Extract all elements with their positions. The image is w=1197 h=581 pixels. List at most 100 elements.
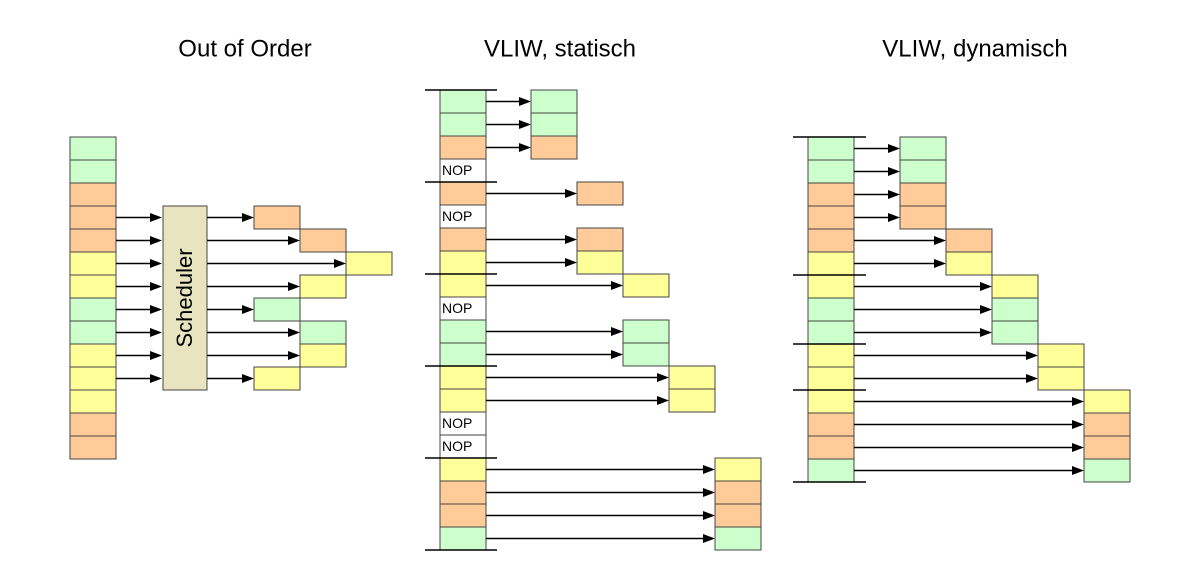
scheduler-box (162, 205, 208, 391)
instruction-cell (807, 366, 855, 391)
arrow-head (334, 259, 346, 268)
instruction-cell (439, 112, 487, 137)
arrow-head (888, 213, 900, 222)
arrow-head (150, 374, 162, 383)
instruction-cell (807, 320, 855, 345)
instruction-cell (69, 251, 117, 276)
instruction-cell (807, 343, 855, 368)
scheduler-label: Scheduler (172, 248, 197, 347)
instruction-cell (69, 297, 117, 322)
instruction-cell (299, 228, 347, 253)
arrow-head (980, 282, 992, 291)
instruction-cell (439, 365, 487, 390)
nop-label: NOP (442, 415, 472, 431)
instruction-cell (899, 182, 947, 207)
instruction-cell (714, 526, 762, 551)
instruction-cell (439, 480, 487, 505)
instruction-cell (899, 136, 947, 161)
arrow-head (565, 189, 577, 198)
arrow-head (1072, 443, 1084, 452)
arrow-head (980, 328, 992, 337)
instruction-cell (622, 319, 670, 344)
arrow-head (703, 511, 715, 520)
instruction-cell (576, 181, 624, 206)
instruction-cell (576, 227, 624, 252)
arrow-head (611, 281, 623, 290)
arrow-head (888, 167, 900, 176)
instruction-cell (69, 389, 117, 414)
arrow-head (288, 351, 300, 360)
instruction-cell (439, 273, 487, 298)
arrow-head (150, 351, 162, 360)
nop-label: NOP (442, 162, 472, 178)
instruction-cell (253, 366, 301, 391)
instruction-cell (69, 366, 117, 391)
arrow-head (1026, 351, 1038, 360)
arrow-head (288, 236, 300, 245)
arrow-head (980, 305, 992, 314)
instruction-cell (69, 136, 117, 161)
instruction-cell (530, 112, 578, 137)
instruction-cell (299, 274, 347, 299)
arrow-head (288, 282, 300, 291)
arrow-head (150, 328, 162, 337)
arrow-head (150, 282, 162, 291)
instruction-cell (807, 458, 855, 483)
instruction-cell (253, 205, 301, 230)
instruction-cell (1083, 458, 1131, 483)
arrow-head (657, 373, 669, 382)
instruction-cell (807, 435, 855, 460)
arrow-head (242, 374, 254, 383)
instruction-cell (807, 159, 855, 184)
instruction-cell (69, 205, 117, 230)
instruction-cell (69, 274, 117, 299)
arrow-head (703, 488, 715, 497)
instruction-cell (807, 389, 855, 414)
arrow-head (519, 97, 531, 106)
instruction-cell (807, 412, 855, 437)
instruction-cell (622, 342, 670, 367)
arrow-head (703, 465, 715, 474)
arrow-head (1072, 397, 1084, 406)
instruction-cell (345, 251, 393, 276)
instruction-cell (807, 228, 855, 253)
nop-label: NOP (442, 438, 472, 454)
instruction-cell (1037, 343, 1085, 368)
instruction-cell (714, 457, 762, 482)
instruction-cell (69, 343, 117, 368)
nop-label: NOP (442, 208, 472, 224)
instruction-cell (69, 182, 117, 207)
instruction-cell (439, 319, 487, 344)
arrow-head (934, 236, 946, 245)
arrow-head (1072, 466, 1084, 475)
panel-title: Out of Order (178, 35, 311, 62)
instruction-cell (439, 89, 487, 114)
instruction-cell (439, 181, 487, 206)
instruction-cell (807, 136, 855, 161)
arrow-head (150, 259, 162, 268)
instruction-cell (807, 274, 855, 299)
arrow-head (703, 534, 715, 543)
instruction-cell (714, 503, 762, 528)
arrow-head (519, 120, 531, 129)
instruction-cell (439, 457, 487, 482)
arrow-head (242, 305, 254, 314)
arrow-head (150, 305, 162, 314)
arrow-head (1072, 420, 1084, 429)
instruction-cell (714, 480, 762, 505)
instruction-cell (439, 526, 487, 551)
arrow-head (288, 328, 300, 337)
instruction-cell (899, 159, 947, 184)
arrow-head (934, 259, 946, 268)
arrow-head (150, 213, 162, 222)
instruction-cell (668, 388, 716, 413)
instruction-cell (807, 251, 855, 276)
instruction-cell (807, 205, 855, 230)
instruction-cell (439, 227, 487, 252)
instruction-cell (1037, 366, 1085, 391)
arrow-head (888, 144, 900, 153)
instruction-cell (69, 159, 117, 184)
instruction-cell (1083, 435, 1131, 460)
arrow-head (242, 213, 254, 222)
